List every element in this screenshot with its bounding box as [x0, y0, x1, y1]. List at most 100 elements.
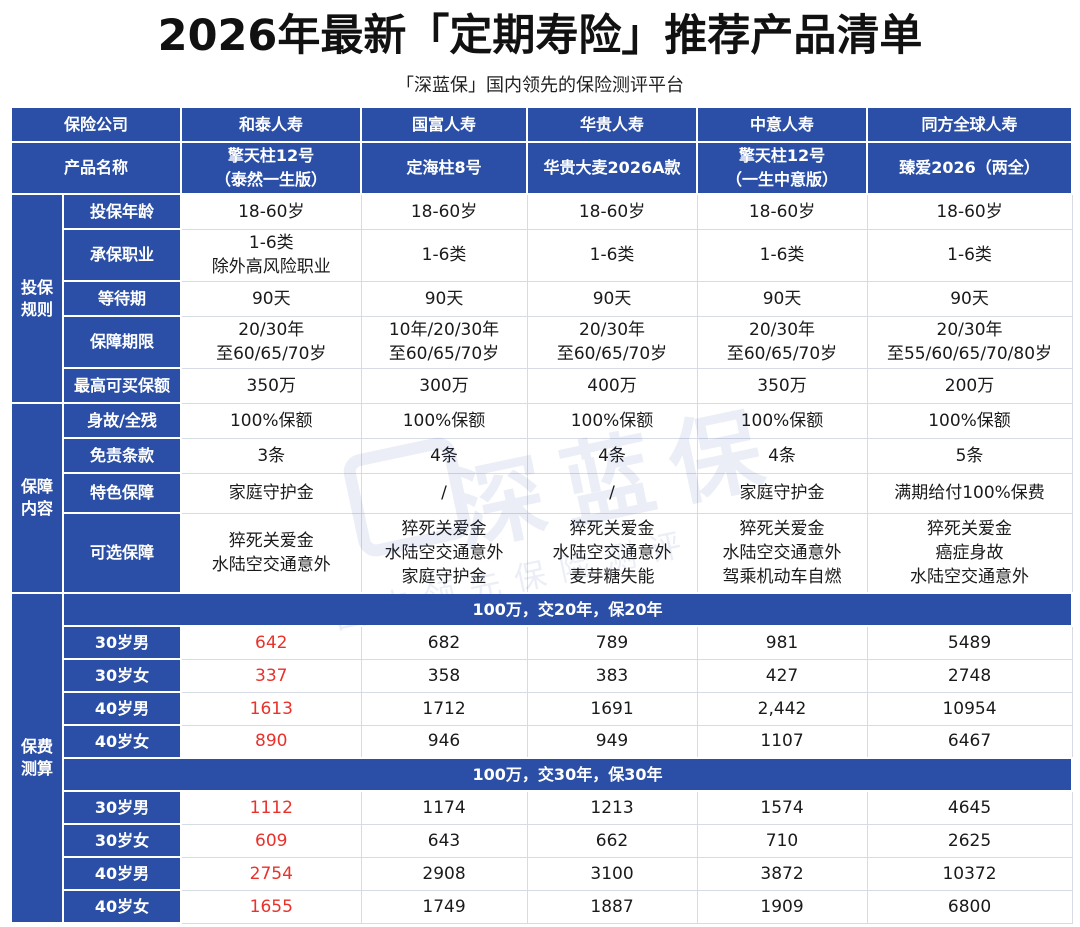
- premium-value: 383: [526, 658, 698, 693]
- premium-value: 10372: [866, 856, 1073, 891]
- cell-value-line: 20/30年: [936, 320, 1003, 340]
- cell-value-line: 100%保额: [570, 410, 654, 431]
- premium-row: 40岁男 1613 1712 1691 2,442 10954: [11, 691, 1073, 726]
- cell-value-line: 18-60岁: [936, 201, 1003, 222]
- premium-value: 1749: [360, 889, 528, 924]
- rules-row: 最高可买保额 350万 300万 400万 350万 200万: [11, 367, 1073, 404]
- product-name: 擎天柱12号 （一生中意版）: [696, 141, 869, 195]
- premium-value: 1909: [696, 889, 868, 924]
- premium-value: 337: [180, 658, 362, 693]
- cell-value-line: 猝死关爱金: [228, 530, 314, 551]
- cell-value-line: 10年/20/30年: [388, 320, 500, 340]
- cell-value-line: 20/30年: [579, 320, 646, 340]
- cell-value: 1-6类: [696, 228, 868, 282]
- coverage-row: 特色保障 家庭守护金 / / 家庭守护金 满期给付100%保费: [11, 472, 1073, 514]
- premium-band-row: 100万，交30年，保30年: [11, 757, 1074, 792]
- premium-row: 40岁男 2754 2908 3100 3872 10372: [11, 856, 1073, 891]
- cell-value-line: 家庭守护金: [228, 483, 314, 503]
- product-name-line: 擎天柱12号: [227, 146, 315, 165]
- premium-group-label-line: 测算: [20, 759, 53, 778]
- premium-value: 5489: [866, 625, 1073, 660]
- cell-value-line: 5条: [955, 445, 984, 466]
- premium-value: 6467: [866, 724, 1073, 759]
- cell-value: 猝死关爱金 水陆空交通意外: [180, 512, 362, 594]
- comparison-table: 保险公司 和泰人寿 国富人寿 华贵人寿 中意人寿 同方全球人寿 产品名称 擎天柱12号 （泰然一…: [9, 106, 1074, 924]
- premium-value: 1613: [180, 691, 362, 726]
- row-label: 40岁男: [61, 691, 183, 726]
- cell-value: 10年/20/30年 至60/65/70岁: [360, 315, 528, 369]
- product-name-line: 臻爱2026（两全）: [899, 158, 1040, 177]
- premium-value: 2625: [866, 823, 1073, 858]
- cell-value-line: 水陆空交通意外: [384, 542, 504, 563]
- premium-value: 1213: [526, 790, 698, 825]
- coverage-row: 保障 内容 身故/全残 100%保额 100%保额 100%保额 100%保额 100%保额: [10, 402, 1073, 594]
- cell-value-line: 4条: [430, 445, 458, 466]
- cell-value: 300万: [360, 367, 528, 404]
- premium-row: 40岁女 1655 1749 1887 1909 6800: [11, 889, 1073, 924]
- page-title: 2026年最新「定期寿险」推荐产品清单: [157, 11, 923, 61]
- cell-value: 400万: [526, 367, 698, 404]
- rules-row: 等待期 90天 90天 90天 90天 90天: [11, 280, 1073, 317]
- row-label: 等待期: [61, 280, 183, 317]
- cell-value: 猝死关爱金 水陆空交通意外 驾乘机动车自燃: [696, 512, 868, 594]
- coverage-row: 免责条款 3条 4条 4条 4条 5条: [11, 437, 1073, 474]
- cell-value-line: 350万: [757, 375, 807, 396]
- cell-value-line: 驾乘机动车自燃: [722, 566, 842, 587]
- cell-value-line: 3条: [257, 445, 286, 466]
- cell-value: 100%保额: [696, 402, 868, 439]
- premium-row: 40岁女 890 946 949 1107 6467: [11, 724, 1073, 759]
- cell-value-line: 除外高风险职业: [211, 257, 331, 277]
- row-label: 30岁女: [61, 658, 183, 693]
- product-name-line: （一生中意版）: [726, 170, 839, 189]
- company-name: 国富人寿: [360, 106, 529, 143]
- cell-value-line: 1-6类: [248, 233, 294, 253]
- cell-value: 猝死关爱金 癌症身故 水陆空交通意外: [866, 512, 1073, 594]
- cell-value-line: /: [441, 483, 447, 503]
- row-label: 保障期限: [61, 315, 183, 369]
- cell-value: 20/30年 至60/65/70岁: [180, 315, 362, 369]
- cell-value: 3条: [180, 437, 362, 474]
- cell-value: 350万: [180, 367, 362, 404]
- row-label: 投保年龄: [61, 193, 183, 230]
- product-label: 产品名称: [9, 141, 183, 195]
- premium-value: 789: [526, 625, 698, 660]
- page-subtitle: 「深蓝保」国内领先的保险测评平台: [396, 75, 684, 96]
- product-name-line: 华贵大麦2026A款: [543, 158, 681, 177]
- cell-value: 18-60岁: [360, 193, 528, 230]
- cell-value-line: 90天: [592, 288, 632, 309]
- cell-value-line: 至60/65/70岁: [556, 344, 668, 364]
- cell-value: 90天: [180, 280, 362, 317]
- row-label: 30岁男: [61, 625, 183, 660]
- cell-value: 1-6类: [526, 228, 698, 282]
- cell-value-line: 至60/65/70岁: [726, 344, 838, 364]
- cell-value-line: 300万: [419, 375, 469, 396]
- row-label: 30岁女: [61, 823, 183, 858]
- premium-group-label-line: 保费: [20, 737, 53, 756]
- premium-value: 949: [526, 724, 698, 759]
- cell-value-line: 1-6类: [947, 245, 992, 265]
- row-label: 40岁女: [61, 889, 183, 924]
- rules-row: 保障期限 20/30年 至60/65/70岁 10年/20/30年 至60/65/70岁…: [11, 315, 1073, 369]
- product-name-line: 定海柱8号: [406, 158, 482, 177]
- cell-value: 满期给付100%保费: [866, 472, 1073, 514]
- premium-band-row: 保费 测算 100万，交20年，保20年: [10, 592, 1074, 924]
- company-name: 同方全球人寿: [866, 106, 1074, 143]
- premium-value: 1174: [360, 790, 528, 825]
- premium-value: 682: [360, 625, 528, 660]
- premium-value: 1691: [526, 691, 698, 726]
- cell-value: 4条: [696, 437, 868, 474]
- premium-value: 4645: [866, 790, 1073, 825]
- cell-value: 猝死关爱金 水陆空交通意外 家庭守护金: [360, 512, 528, 594]
- cell-value-line: 100%保额: [229, 410, 313, 431]
- cell-value: 90天: [866, 280, 1073, 317]
- cell-value-line: 猝死关爱金: [739, 518, 825, 539]
- cell-value: 90天: [696, 280, 868, 317]
- cell-value-line: 100%保额: [402, 410, 486, 431]
- cell-value-line: 癌症身故: [935, 542, 1004, 563]
- premium-group-label: 保费 测算: [10, 592, 64, 924]
- product-name-line: 擎天柱12号: [738, 146, 826, 165]
- cell-value: 18-60岁: [696, 193, 868, 230]
- premium-row: 30岁女 609 643 662 710 2625: [11, 823, 1073, 858]
- cell-value: 100%保额: [526, 402, 698, 439]
- cell-value: 200万: [866, 367, 1073, 404]
